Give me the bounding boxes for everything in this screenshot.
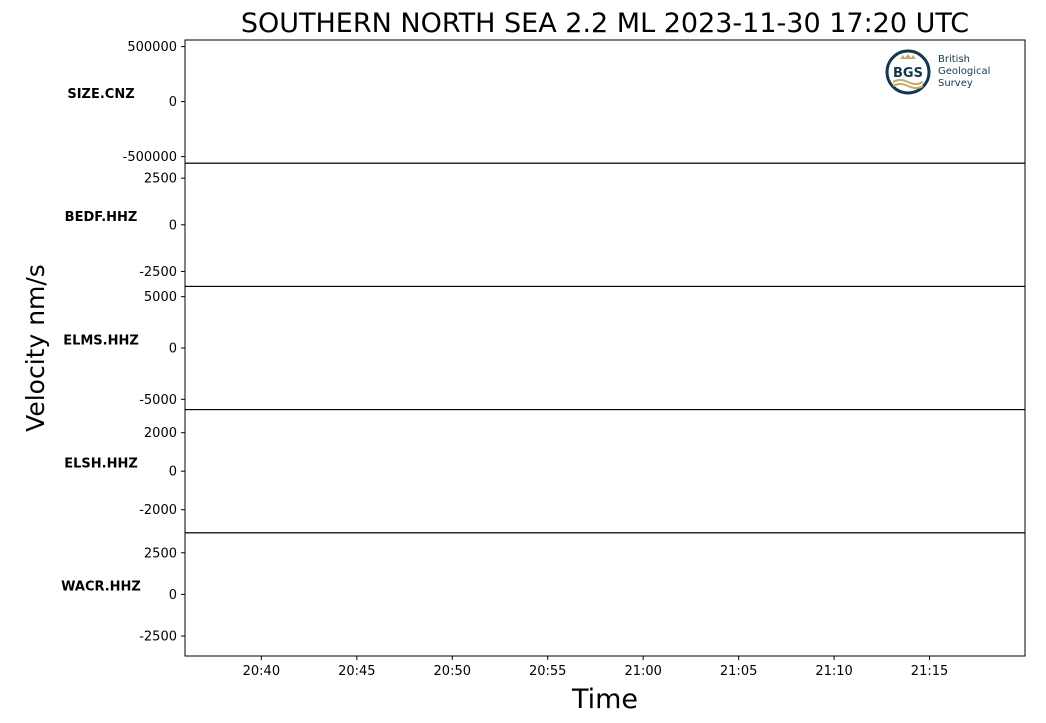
panel-frame xyxy=(184,162,1026,287)
y-tick-label: 0 xyxy=(169,95,177,110)
y-tick-label: -2500 xyxy=(139,265,177,280)
trace-panel: 2500 0 -2500 BEDF.HHZ xyxy=(65,162,1026,287)
y-tick-label: 0 xyxy=(169,342,177,357)
x-tick-label: 20:45 xyxy=(338,664,375,679)
bgs-crest-icon xyxy=(885,49,931,95)
y-tick-label: 5000 xyxy=(144,290,177,305)
station-label: SIZE.CNZ xyxy=(67,87,134,102)
trace-panels: 5000000-500000SIZE.CNZ25000-2500BEDF.HHZ… xyxy=(61,39,1026,657)
y-axis-label: Velocity nm/s xyxy=(21,264,50,432)
panel-frame xyxy=(184,532,1026,657)
y-tick-label: 500000 xyxy=(127,40,177,55)
trace-panel: 2500 0 -2500 WACR.HHZ xyxy=(61,532,1026,657)
station-label: WACR.HHZ xyxy=(61,580,141,595)
y-tick-label: -2500 xyxy=(139,630,177,645)
logo-abbrev: BGS xyxy=(893,66,923,81)
y-tick-label: 2500 xyxy=(144,546,177,561)
panel-frame xyxy=(184,409,1026,534)
x-tick-label: 20:40 xyxy=(243,664,280,679)
logo-line-3: Survey xyxy=(938,78,973,89)
x-tick-label: 20:55 xyxy=(529,664,566,679)
y-tick-label: -5000 xyxy=(139,393,177,408)
x-tick-label: 21:15 xyxy=(911,664,948,679)
x-axis: 20:40 20:45 20:50 20:55 21:00 21:05 21:10 21:15 xyxy=(243,656,948,679)
logo-line-1: British xyxy=(938,54,970,65)
chart-title: SOUTHERN NORTH SEA 2.2 ML 2023-11-30 17:… xyxy=(241,8,969,39)
bgs-logo: BGS British Geological Survey xyxy=(885,49,990,95)
y-tick-label: -500000 xyxy=(123,150,177,165)
logo-line-2: Geological xyxy=(938,66,990,77)
x-tick-label: 20:50 xyxy=(434,664,471,679)
y-tick-label: -2000 xyxy=(139,503,177,518)
y-tick-label: 0 xyxy=(169,218,177,233)
x-axis-label: Time xyxy=(571,684,638,715)
trace-panel: 2000 0 -2000 ELSH.HHZ xyxy=(64,409,1026,534)
station-label: ELMS.HHZ xyxy=(63,333,139,348)
station-label: BEDF.HHZ xyxy=(65,210,138,225)
trace-panel: 5000 0 -5000 ELMS.HHZ xyxy=(63,285,1026,411)
panel-frame xyxy=(184,285,1026,411)
x-tick-label: 21:10 xyxy=(815,664,852,679)
y-tick-label: 2500 xyxy=(144,172,177,187)
y-tick-label: 0 xyxy=(169,588,177,603)
x-tick-label: 21:05 xyxy=(720,664,757,679)
x-tick-label: 21:00 xyxy=(624,664,661,679)
station-label: ELSH.HHZ xyxy=(64,457,138,472)
y-tick-label: 2000 xyxy=(144,426,177,441)
y-tick-label: 0 xyxy=(169,465,177,480)
